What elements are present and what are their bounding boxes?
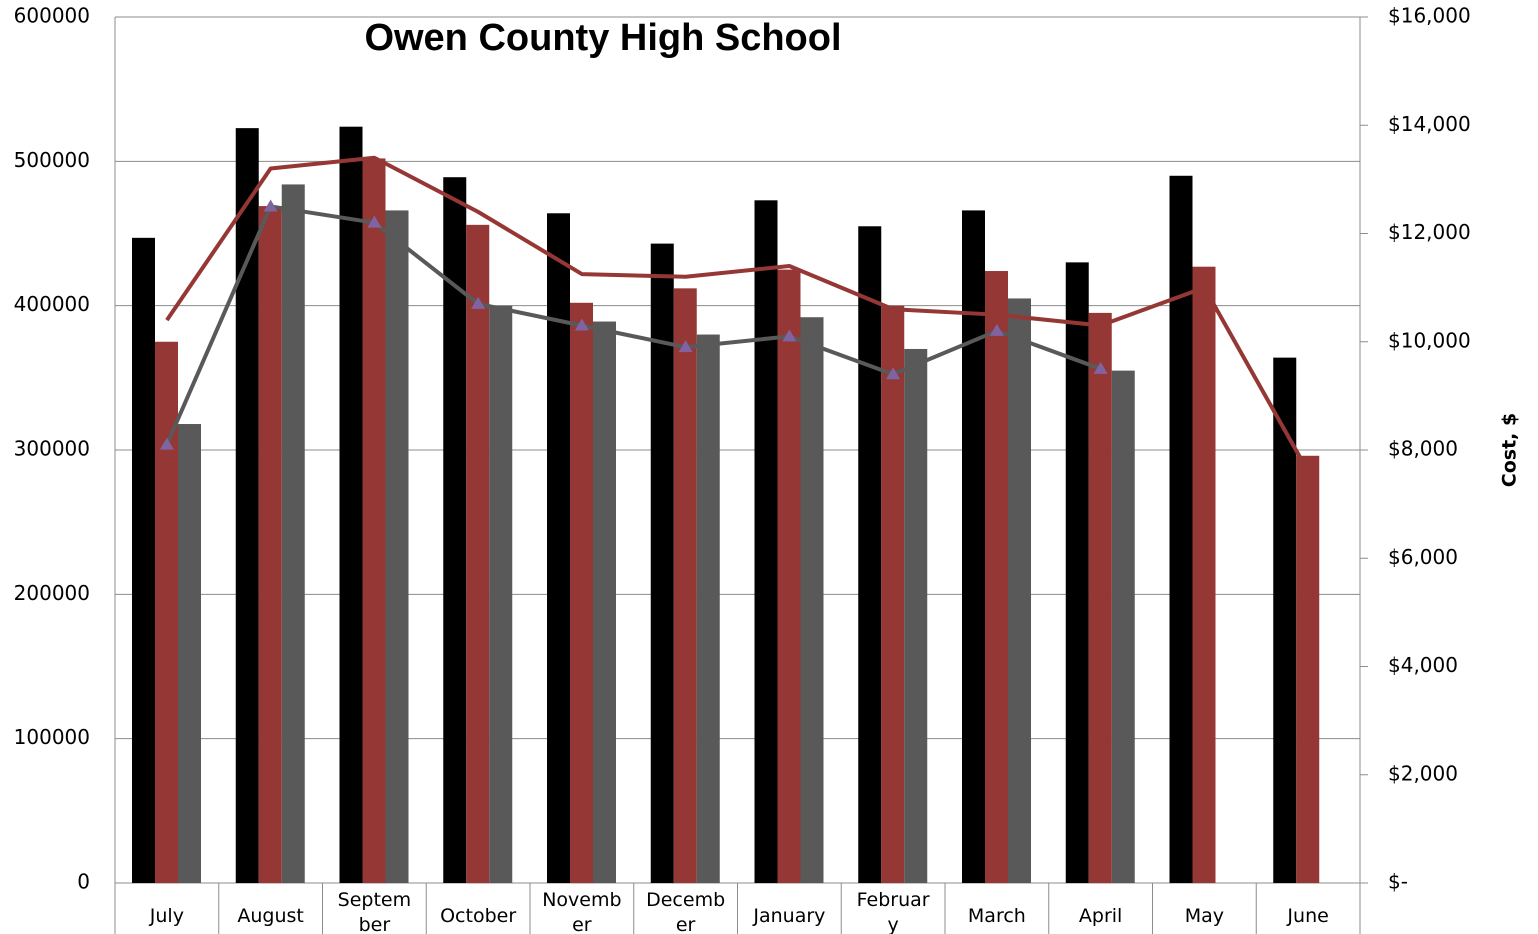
x-tick-label: May	[1184, 905, 1225, 927]
bar	[1008, 298, 1031, 883]
bar	[570, 302, 593, 883]
x-tick-label: September	[337, 889, 412, 934]
bar	[1296, 455, 1320, 883]
x-tick-label: March	[967, 905, 1026, 927]
bar	[258, 206, 282, 883]
y2-tick-label: $-	[1388, 870, 1408, 894]
y2-tick-label: $10,000	[1388, 328, 1471, 352]
bar	[1273, 357, 1297, 883]
bar	[339, 126, 363, 883]
bar	[1088, 312, 1112, 884]
marker	[1093, 361, 1108, 374]
bar	[132, 237, 155, 883]
bar	[593, 321, 616, 883]
bar	[673, 288, 697, 883]
y2-tick-label: $16,000	[1388, 4, 1471, 28]
y2-tick-label: $2,000	[1388, 761, 1458, 785]
y2-tick-label: $4,000	[1388, 653, 1458, 677]
bar	[858, 226, 882, 884]
bar	[178, 424, 201, 883]
bar	[235, 128, 259, 884]
bar	[466, 224, 490, 884]
marker	[263, 199, 278, 212]
marker	[782, 329, 797, 342]
y2-axis-label: Cost, $	[1499, 413, 1521, 487]
bar	[1192, 266, 1216, 883]
bar	[281, 184, 305, 884]
bar	[1065, 262, 1089, 883]
x-tick-label: April	[1078, 905, 1123, 927]
marker	[989, 323, 1004, 336]
bar	[489, 305, 513, 884]
y-tick-label: 600000	[14, 4, 90, 28]
marker	[367, 215, 382, 228]
marker	[678, 340, 693, 353]
y-tick-label: 200000	[14, 581, 90, 605]
x-tick-label: October	[440, 905, 517, 927]
y-tick-label: 0	[77, 870, 90, 894]
y-tick-label: 500000	[14, 148, 90, 172]
y2-tick-label: $6,000	[1388, 545, 1458, 569]
bar	[1169, 175, 1193, 883]
marker	[471, 296, 486, 309]
x-tick-label: December	[646, 889, 726, 934]
bar	[962, 210, 985, 883]
y2-tick-label: $14,000	[1388, 112, 1471, 136]
bar	[904, 348, 928, 883]
y2-tick-label: $8,000	[1388, 437, 1458, 461]
chart-title: Owen County High School	[364, 17, 841, 59]
x-tick-label: August	[237, 905, 304, 927]
bar	[777, 269, 801, 883]
bar	[1111, 370, 1135, 883]
x-tick-label: November	[542, 889, 622, 934]
y-tick-label: 400000	[14, 292, 90, 316]
marker	[886, 367, 901, 380]
y-tick-label: 100000	[14, 725, 90, 749]
bar	[696, 334, 720, 883]
bar	[385, 210, 409, 883]
y-tick-label: 300000	[14, 437, 90, 461]
y2-tick-label: $12,000	[1388, 220, 1471, 244]
x-tick-label: February	[856, 889, 930, 934]
bar	[800, 317, 824, 883]
x-tick-label: January	[753, 905, 826, 927]
bar	[362, 158, 386, 884]
line	[165, 155, 1310, 473]
bar	[754, 200, 778, 883]
line	[165, 204, 1102, 446]
bar	[650, 243, 674, 883]
bar	[881, 305, 905, 884]
bar	[985, 271, 1008, 883]
x-tick-label: July	[149, 905, 184, 927]
bar	[155, 341, 178, 883]
marker	[574, 318, 589, 331]
x-tick-label: June	[1287, 905, 1329, 927]
bar	[547, 213, 570, 883]
bar	[443, 177, 467, 883]
marker	[159, 437, 174, 450]
